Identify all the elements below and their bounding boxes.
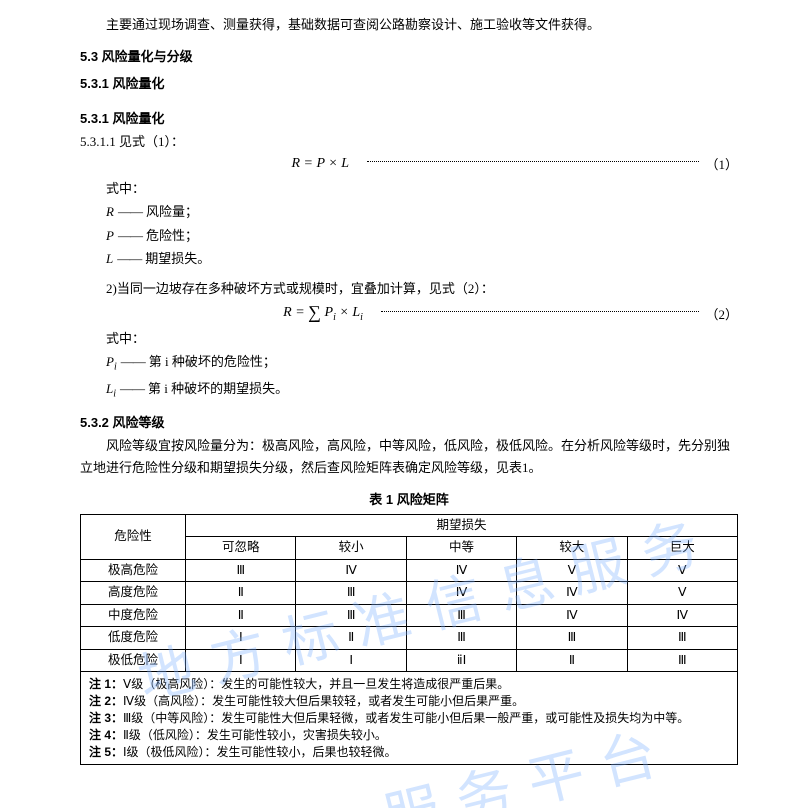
- where-1-P: P——危险性；: [106, 224, 738, 247]
- table-notes-cell: 注 1：Ⅴ级（极高风险）：发生的可能性较大，并且一旦发生将造成很严重后果。注 2…: [81, 672, 738, 765]
- matrix-cell: Ⅱ: [186, 582, 296, 605]
- matrix-cell: Ⅲ: [296, 582, 406, 605]
- matrix-cell: Ⅴ: [627, 582, 737, 605]
- matrix-cell: Ⅲ: [406, 604, 516, 627]
- where-label-1: 式中：: [106, 177, 738, 200]
- formula-2-leader: [381, 311, 700, 312]
- where-block-2: 式中： Pi——第 i 种破坏的危险性； Li——第 i 种破坏的期望损失。: [106, 327, 738, 404]
- col-2: 中等: [406, 537, 516, 560]
- formula-2-number: （2）: [705, 304, 738, 323]
- matrix-cell: Ⅱ: [186, 604, 296, 627]
- formula-1-row: R = P × L （1）: [80, 154, 738, 173]
- col-1: 较小: [296, 537, 406, 560]
- matrix-cell: Ⅰ: [186, 649, 296, 672]
- matrix-cell: Ⅳ: [517, 582, 627, 605]
- table-note: 注 4：Ⅱ级（低风险）：发生可能性较小，灾害损失较小。: [89, 727, 729, 744]
- formula-2-row: R = ∑ Pi × Li （2）: [80, 304, 738, 323]
- matrix-cell: Ⅳ: [406, 559, 516, 582]
- table-notes-row: 注 1：Ⅴ级（极高风险）：发生的可能性较大，并且一旦发生将造成很严重后果。注 2…: [81, 672, 738, 765]
- matrix-cell: Ⅲ: [517, 627, 627, 650]
- matrix-cell: Ⅲ: [296, 604, 406, 627]
- matrix-cell: Ⅰ: [296, 649, 406, 672]
- formula-1-leader: [367, 161, 699, 162]
- note-label: 注 5：: [89, 745, 123, 759]
- note-label: 注 4：: [89, 728, 123, 742]
- table-row: 低度危险ⅠⅡⅢⅢⅢ: [81, 627, 738, 650]
- where-2-Pi: Pi——第 i 种破坏的危险性；: [106, 350, 738, 377]
- row-label: 极高危险: [81, 559, 186, 582]
- note-text: Ⅰ级（极低风险）：发生可能性较小，后果也较轻微。: [123, 745, 397, 759]
- matrix-cell: Ⅳ: [296, 559, 406, 582]
- formula-1-number: （1）: [705, 154, 738, 173]
- table-row: 极低危险ⅠⅠⅱⅠⅡⅢ: [81, 649, 738, 672]
- table-note: 注 2：Ⅳ级（高风险）：发生可能性较大但后果较轻，或者发生可能小但后果严重。: [89, 693, 729, 710]
- row-header-label: 危险性: [81, 514, 186, 559]
- formula-1: R = P × L: [279, 156, 361, 172]
- matrix-cell: Ⅲ: [627, 627, 737, 650]
- note-label: 注 3：: [89, 711, 123, 725]
- heading-5-3: 5.3 风险量化与分级: [80, 46, 738, 65]
- heading-5-3-1b: 5.3.1 风险量化: [80, 108, 738, 127]
- table-row: 中度危险ⅡⅢⅢⅣⅣ: [81, 604, 738, 627]
- matrix-cell: Ⅲ: [406, 627, 516, 650]
- risk-matrix-table: 危险性 期望损失 可忽略 较小 中等 较大 巨大 极高危险ⅢⅣⅣⅤⅤ高度危险ⅡⅢ…: [80, 514, 738, 765]
- table-caption: 表 1 风险矩阵: [80, 489, 738, 508]
- line-2-wrapper: 2)当同一边坡存在多种破坏方式或规模时，宜叠加计算，见式（2）：: [106, 277, 738, 300]
- matrix-cell: Ⅱ: [517, 649, 627, 672]
- table-row: 极高危险ⅢⅣⅣⅤⅤ: [81, 559, 738, 582]
- note-text: Ⅴ级（极高风险）：发生的可能性较大，并且一旦发生将造成很严重后果。: [123, 677, 509, 691]
- table-note: 注 1：Ⅴ级（极高风险）：发生的可能性较大，并且一旦发生将造成很严重后果。: [89, 676, 729, 693]
- col-4: 巨大: [627, 537, 737, 560]
- where-1-R: R——风险量；: [106, 200, 738, 223]
- where-label-2: 式中：: [106, 327, 738, 350]
- heading-5-3-2: 5.3.2 风险等级: [80, 412, 738, 431]
- row-label: 极低危险: [81, 649, 186, 672]
- col-0: 可忽略: [186, 537, 296, 560]
- formula-2: R = ∑ Pi × Li: [271, 305, 375, 323]
- matrix-cell: Ⅲ: [186, 559, 296, 582]
- where-block-1: 式中： R——风险量； P——危险性； L——期望损失。: [106, 177, 738, 271]
- row-label: 低度危险: [81, 627, 186, 650]
- paragraph-5-3-2: 风险等级宜按风险量分为：极高风险，高风险，中等风险，低风险，极低风险。在分析风险…: [80, 435, 738, 479]
- col-3: 较大: [517, 537, 627, 560]
- matrix-cell: Ⅲ: [627, 649, 737, 672]
- note-text: Ⅱ级（低风险）：发生可能性较小，灾害损失较小。: [123, 728, 387, 742]
- where-1-L: L——期望损失。: [106, 247, 738, 270]
- table-header-row-1: 危险性 期望损失: [81, 514, 738, 537]
- intro-paragraph: 主要通过现场调查、测量获得，基础数据可查阅公路勘察设计、施工验收等文件获得。: [80, 14, 738, 36]
- matrix-cell: Ⅳ: [406, 582, 516, 605]
- table-row: 高度危险ⅡⅢⅣⅣⅤ: [81, 582, 738, 605]
- matrix-cell: Ⅰ: [186, 627, 296, 650]
- matrix-cell: ⅱⅠ: [406, 649, 516, 672]
- group-header-label: 期望损失: [186, 514, 738, 537]
- note-text: Ⅳ级（高风险）：发生可能性较大但后果较轻，或者发生可能小但后果严重。: [123, 694, 524, 708]
- table-note: 注 3：Ⅲ级（中等风险）：发生可能性大但后果轻微，或者发生可能小但后果一般严重，…: [89, 710, 729, 727]
- line-2: 2)当同一边坡存在多种破坏方式或规模时，宜叠加计算，见式（2）：: [106, 277, 738, 300]
- matrix-cell: Ⅳ: [627, 604, 737, 627]
- document-page: 地方标准信息服务 服务平台 主要通过现场调查、测量获得，基础数据可查阅公路勘察设…: [0, 0, 798, 808]
- matrix-cell: Ⅳ: [517, 604, 627, 627]
- row-label: 中度危险: [81, 604, 186, 627]
- matrix-cell: Ⅴ: [517, 559, 627, 582]
- line-5-3-1-1: 5.3.1.1 见式（1）：: [80, 131, 738, 150]
- heading-5-3-1a: 5.3.1 风险量化: [80, 73, 738, 92]
- row-label: 高度危险: [81, 582, 186, 605]
- table-note: 注 5：Ⅰ级（极低风险）：发生可能性较小，后果也较轻微。: [89, 744, 729, 761]
- matrix-cell: Ⅱ: [296, 627, 406, 650]
- matrix-cell: Ⅴ: [627, 559, 737, 582]
- where-2-Li: Li——第 i 种破坏的期望损失。: [106, 377, 738, 404]
- note-label: 注 1：: [89, 677, 123, 691]
- note-label: 注 2：: [89, 694, 123, 708]
- note-text: Ⅲ级（中等风险）：发生可能性大但后果轻微，或者发生可能小但后果一般严重，或可能性…: [123, 711, 689, 725]
